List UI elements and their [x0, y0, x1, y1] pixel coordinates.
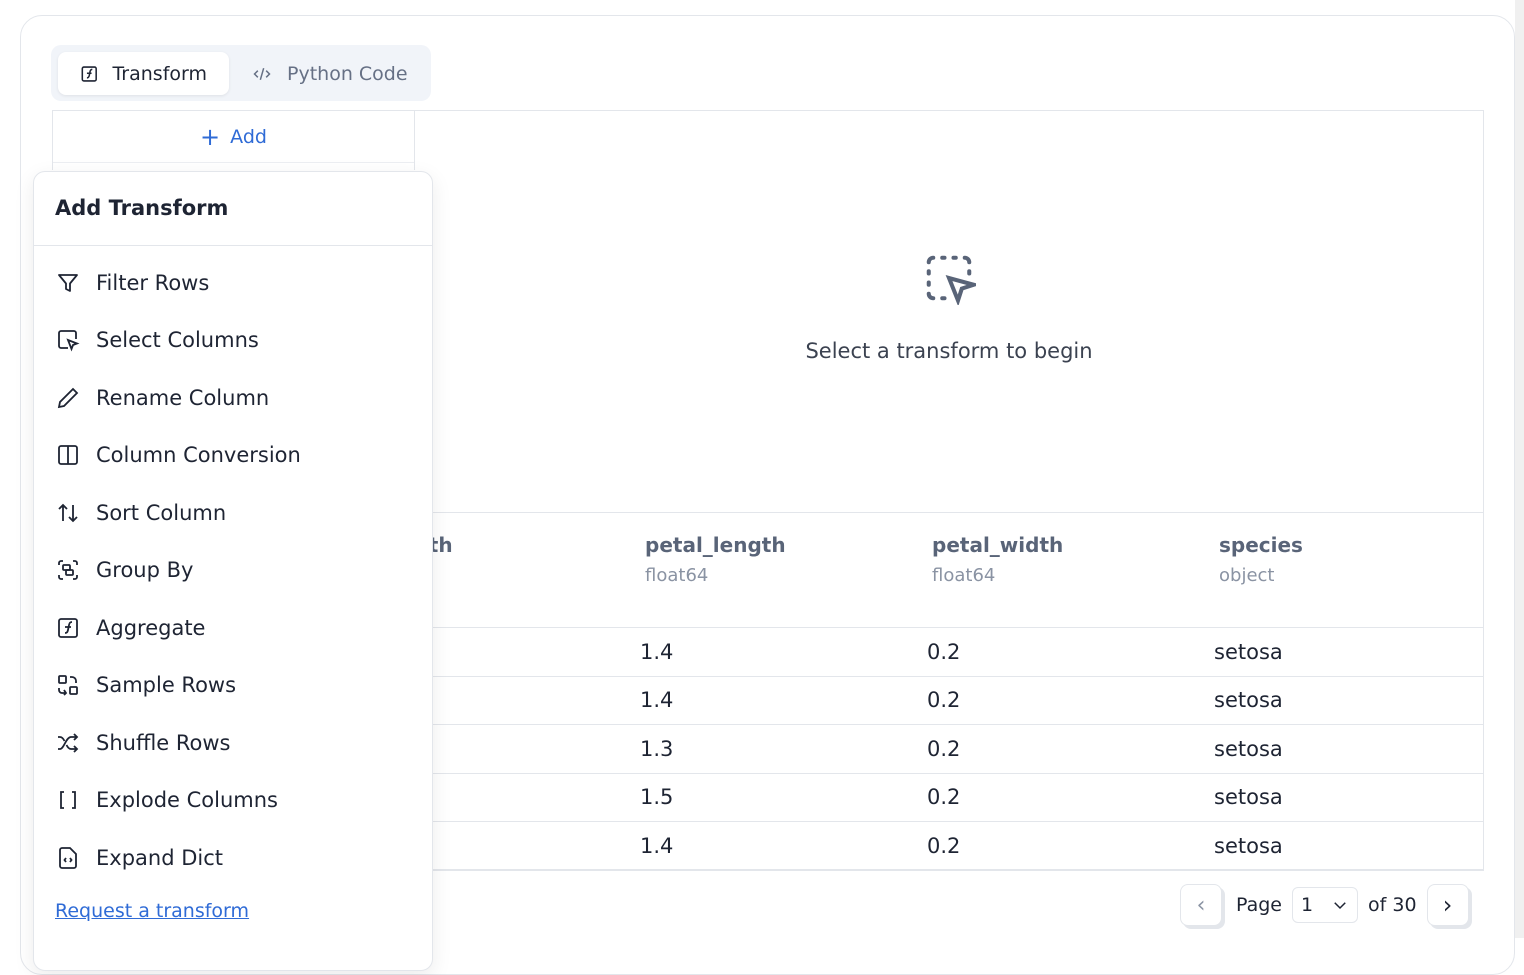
table-cell: 0.2: [927, 773, 1214, 822]
pagination: ‹ Page 1 of 30 ›: [1180, 884, 1469, 926]
column-header[interactable]: petal_length float64: [640, 512, 927, 628]
table-row: 1.4 0.2 setosa: [414, 676, 1484, 725]
next-page-button[interactable]: ›: [1426, 884, 1469, 926]
chevron-down-icon: [1334, 902, 1346, 910]
menu-item-sort-column[interactable]: Sort Column: [34, 484, 432, 542]
function-square-icon: [58, 617, 78, 638]
table-cell: setosa: [1214, 724, 1484, 774]
request-transform-link[interactable]: Request a transform: [55, 900, 250, 922]
chevron-right-icon: ›: [1442, 891, 1453, 919]
menu-item-sample-rows[interactable]: Sample Rows: [34, 657, 432, 715]
add-transform-button[interactable]: + Add: [53, 111, 414, 163]
table-cell: [414, 773, 640, 822]
menu-item-group-by[interactable]: Group By: [34, 542, 432, 600]
table-cell: [414, 676, 640, 725]
page-label: Page: [1236, 894, 1282, 916]
table-cell: 0.2: [927, 821, 1214, 871]
pencil-icon: [57, 387, 79, 408]
table-cell: [414, 627, 640, 677]
prev-page-button[interactable]: ‹: [1180, 884, 1222, 926]
scrollbar[interactable]: [1515, 0, 1524, 938]
table-row: 1.4 0.2 setosa: [414, 627, 1484, 677]
menu-item-explode-columns[interactable]: Explode Columns: [34, 772, 432, 830]
tab-transform[interactable]: Transform: [58, 52, 229, 95]
column-header[interactable]: petal_width float64: [927, 512, 1214, 628]
menu-item-column-conversion[interactable]: Column Conversion: [34, 427, 432, 485]
function-square-icon: [81, 65, 97, 82]
table-row: 1.4 0.2 setosa: [414, 821, 1484, 871]
tab-python-code[interactable]: Python Code: [229, 52, 430, 95]
shuffle-icon: [58, 733, 79, 753]
menu-item-select-columns[interactable]: Select Columns: [34, 312, 432, 370]
table-cell: 1.4: [640, 676, 927, 725]
preview-panel: Select a transform to begin sepal_width …: [319, 110, 1484, 871]
page-select[interactable]: 1: [1292, 887, 1358, 923]
table-cell: [414, 724, 640, 774]
empty-state: Select a transform to begin: [414, 111, 1484, 513]
code-icon: [253, 67, 271, 80]
page-count: of 30: [1368, 894, 1417, 916]
columns-icon: [58, 445, 78, 466]
table-cell: 1.5: [640, 773, 927, 822]
table-cell: setosa: [1214, 627, 1484, 677]
table-cell: setosa: [1214, 676, 1484, 725]
table-cell: setosa: [1214, 821, 1484, 871]
plus-icon: +: [200, 122, 221, 151]
brackets-icon: [60, 791, 76, 810]
table-row: 1.3 0.2 setosa: [414, 724, 1484, 774]
sample-icon: [58, 675, 78, 696]
select-pointer-icon: [58, 330, 80, 352]
empty-state-text: Select a transform to begin: [805, 339, 1093, 363]
column-header[interactable]: sepal_width: [319, 512, 640, 628]
table-cell: 0.2: [927, 724, 1214, 774]
group-icon: [58, 560, 78, 581]
tab-bar: Transform Python Code: [51, 45, 431, 101]
chevron-left-icon: ‹: [1196, 892, 1206, 918]
table-cell: [414, 821, 640, 871]
table-cell: 1.4: [640, 821, 927, 871]
filter-icon: [58, 273, 78, 292]
menu-item-filter-rows[interactable]: Filter Rows: [34, 254, 432, 312]
file-json-icon: [59, 846, 77, 869]
tab-label: Python Code: [287, 62, 408, 85]
table-cell: 0.2: [927, 676, 1214, 725]
add-label: Add: [230, 125, 267, 148]
tab-label: Transform: [112, 62, 207, 85]
menu-item-shuffle-rows[interactable]: Shuffle Rows: [34, 714, 432, 772]
menu-item-aggregate[interactable]: Aggregate: [34, 599, 432, 657]
menu-item-rename-column[interactable]: Rename Column: [34, 369, 432, 427]
dashed-select-pointer-icon: [926, 255, 976, 305]
column-header[interactable]: species object: [1214, 512, 1484, 628]
table-cell: 0.2: [927, 627, 1214, 677]
table-cell: 1.4: [640, 627, 927, 677]
table-cell: 1.3: [640, 724, 927, 774]
arrow-up-down-icon: [58, 503, 78, 523]
transform-list-panel: + Add: [52, 110, 415, 170]
menu-title: Add Transform: [34, 172, 432, 246]
table-row: 1.5 0.2 setosa: [414, 773, 1484, 822]
table-cell: setosa: [1214, 773, 1484, 822]
add-transform-menu: Add Transform Filter Rows Select Columns…: [33, 171, 433, 971]
menu-item-expand-dict[interactable]: Expand Dict: [34, 829, 432, 887]
